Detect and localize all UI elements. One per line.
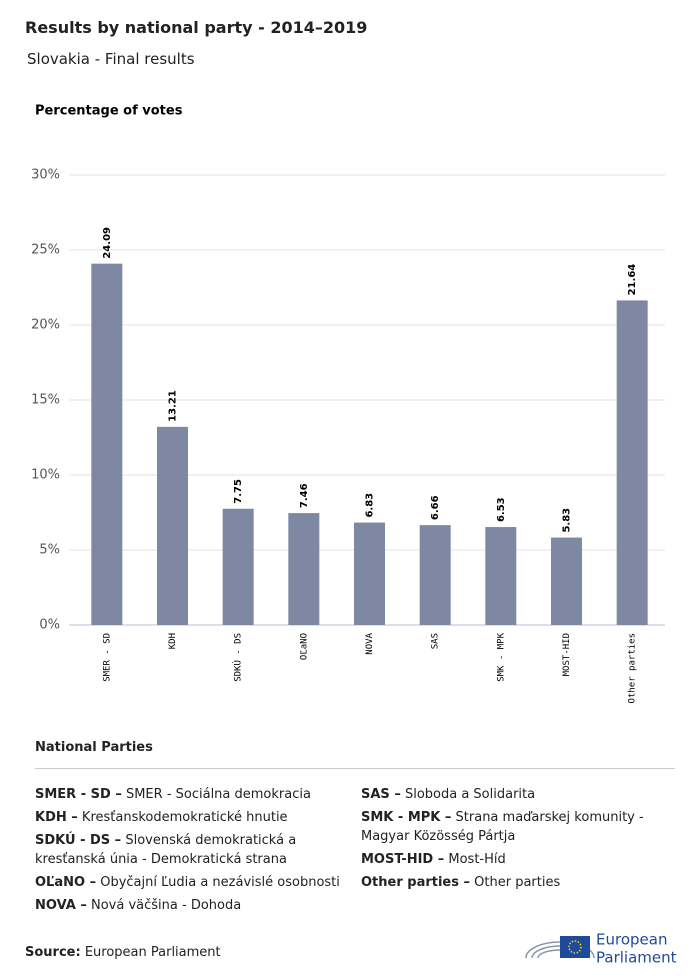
logo-text: Parliament [596,949,677,967]
legend-column: SAS – Sloboda a Solidarita SMK - MPK – St… [361,785,676,896]
y-tick-label: 20% [31,318,60,333]
legend-item: SMER - SD – SMER - Sociálna demokracia [35,785,350,804]
source: Source: European Parliament [25,945,221,960]
value-label: 6.53 [496,497,507,522]
legend-item: KDH – Kresťanskodemokratické hnutie [35,808,350,827]
subtitle: Slovakia - Final results [27,50,195,68]
x-tick-label: NOVA [365,632,375,654]
value-label: 7.75 [233,479,244,504]
y-tick-label: 0% [39,618,60,633]
party-name: Slovenská demokratická a kresťanská únia… [35,833,297,867]
party-abbr: NOVA – [35,898,87,913]
party-name: Kresťanskodemokratické hnutie [81,810,288,825]
party-name: Most-Híd [448,852,506,867]
party-name: Other parties [474,875,561,890]
x-tick-label: OĽaNO [299,633,309,660]
legend-item: NOVA – Nová väčšina - Dohoda [35,896,350,915]
bar [91,263,123,625]
x-tick-label: MOST-HID [562,633,572,676]
legend-column: SMER - SD – SMER - Sociálna demokracia KD… [35,785,350,919]
y-tick-label: 5% [39,543,60,558]
value-label: 24.09 [102,227,113,259]
party-abbr: Other parties – [361,875,471,890]
party-abbr: SMK - MPK – [361,810,452,825]
bar [616,300,648,625]
title: Results by national party - 2014–2019 [25,18,368,37]
bar [419,525,451,625]
party-abbr: MOST-HID – [361,852,445,867]
party-name: Obyčajní Ľudia a nezávislé osobnosti [100,875,340,890]
party-abbr: SDKÚ - DS – [35,833,122,848]
source-text: European Parliament [84,945,221,960]
value-label: 13.21 [168,390,179,422]
bar [485,527,517,625]
x-tick-label: SMK - MPK [496,632,506,681]
legend-title: National Parties [35,740,153,755]
legend-item: SDKÚ - DS – Slovenská demokratická a kre… [35,831,350,869]
y-tick-label: 15% [31,393,60,408]
party-abbr: OĽaNO – [35,875,97,890]
legend-item: SMK - MPK – Strana maďarskej komunity - … [361,808,676,846]
x-tick-label: SMER - SD [102,633,112,682]
value-label: 6.83 [365,493,376,518]
value-label: 5.83 [562,508,573,533]
party-name: SMER - Sociálna demokracia [125,787,311,802]
y-tick-label: 25% [31,243,60,258]
legend-item: SAS – Sloboda a Solidarita [361,785,676,804]
y-tick-label: 10% [31,468,60,483]
x-tick-label: Other parties [628,633,638,703]
party-abbr: SAS – [361,787,401,802]
legend-rule [35,768,675,769]
chart: Percentage of votes 0% 5% 10% 15% 20% 25% 30% S… [31,104,665,703]
value-label: 6.66 [430,495,441,520]
logo-text: European [596,931,667,949]
source-label: Source: [25,945,81,960]
bar [551,537,582,625]
party-abbr: KDH – [35,810,78,825]
party-name: Strana maďarskej komunity - Magyar Közös… [361,810,644,844]
party-name: Sloboda a Solidarita [404,787,536,802]
y-axis-label: Percentage of votes [35,104,183,119]
logo: European Parliament [525,931,677,967]
x-tick-label: SAS [431,633,441,649]
x-tick-label: SDKÚ - DS [232,633,244,682]
bar [157,426,188,625]
y-tick-label: 30% [31,168,60,183]
bar [354,522,385,625]
legend-item: OĽaNO – Obyčajní Ľudia a nezávislé osobn… [35,873,350,892]
party-abbr: SMER - SD – [35,787,122,802]
bar [222,508,254,625]
x-tick-label: KDH [168,633,178,649]
value-label: 7.46 [299,483,310,508]
legend-item: Other parties – Other parties [361,873,676,892]
legend-item: MOST-HID – Most-Híd [361,850,676,869]
party-name: Nová väčšina - Dohoda [91,898,242,913]
bar [288,513,320,625]
value-label: 21.64 [627,264,638,296]
